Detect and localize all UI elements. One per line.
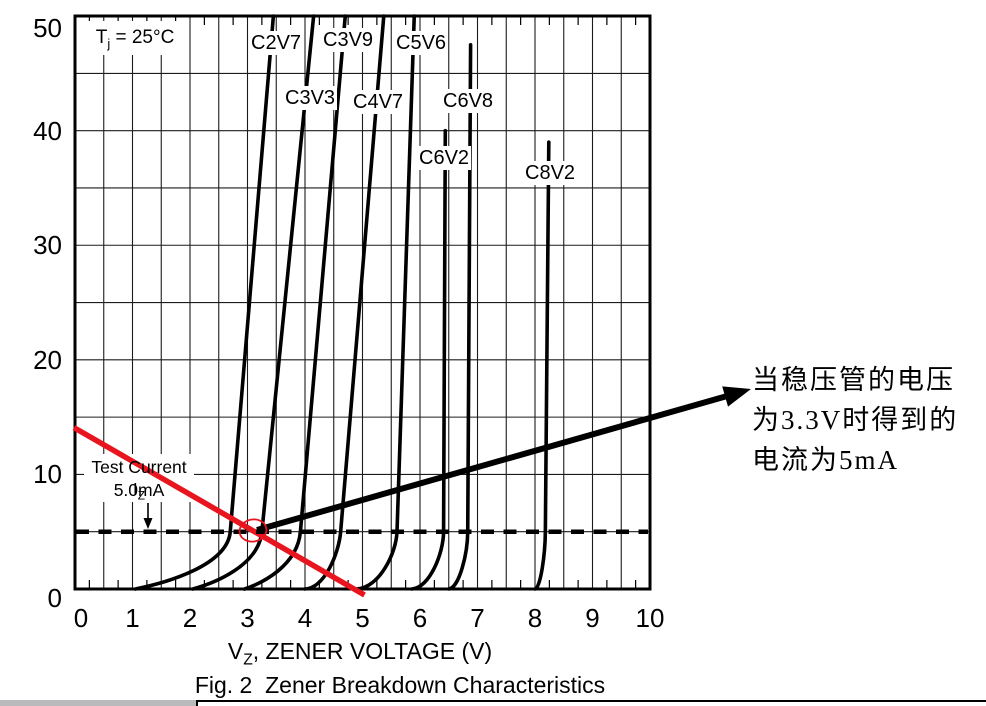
- figure-caption: Fig. 2 Zener Breakdown Characteristics: [194, 672, 606, 698]
- x-tick-2: 2: [182, 603, 198, 633]
- curve-label-c5v6: C5V6: [394, 31, 449, 55]
- chinese-annotation: 当稳压管的电压 为3.3V时得到的 电流为5mA: [752, 360, 984, 480]
- junction-temperature-label: Tj = 25°C: [82, 21, 188, 55]
- y-tick-20: 20: [33, 344, 62, 375]
- curve-c8v2: [533, 140, 551, 591]
- y-tick-40: 40: [33, 115, 62, 146]
- curve-label-c6v2: C6V2: [417, 146, 472, 170]
- annotation-line-1: 当稳压管的电压: [752, 365, 955, 395]
- curve-c3v3: [191, 14, 316, 591]
- x-tick-6: 6: [412, 603, 428, 633]
- test-current-label: Test Current IZ: [91, 457, 187, 503]
- x-tick-3: 3: [240, 603, 255, 633]
- curve-label-c4v7: C4V7: [351, 90, 406, 114]
- curve-label-c8v2: C8V2: [523, 161, 578, 185]
- test-current-value: 5.0mA: [113, 480, 165, 500]
- x-tick-5: 5: [355, 603, 370, 633]
- curve-c4v7: [303, 14, 386, 591]
- curve-c6v2: [410, 128, 448, 591]
- x-tick-4: 4: [297, 603, 313, 633]
- x-axis-title: VZ, ZENER VOLTAGE (V): [227, 638, 493, 669]
- curve-label-c3v9: C3V9: [321, 28, 376, 52]
- x-tick-10: 10: [635, 603, 665, 633]
- y-tick-0: 0: [47, 583, 62, 613]
- annotation-line-3: 电流为5mA: [752, 445, 899, 475]
- y-tick-30: 30: [33, 230, 62, 261]
- bottom-gray-strip: [0, 700, 196, 706]
- annotation-line-2: 为3.3V时得到的: [752, 405, 959, 435]
- curve-label-c2v7: C2V7: [249, 31, 304, 55]
- curve-c5v6: [354, 14, 417, 591]
- curve-c2v7: [133, 14, 276, 591]
- curve-label-c3v3: C3V3: [283, 86, 338, 110]
- y-tick-50: 50: [33, 13, 62, 44]
- x-tick-8: 8: [527, 603, 543, 633]
- x-tick-1: 1: [125, 603, 140, 633]
- x-tick-9: 9: [585, 603, 600, 633]
- x-tick-7: 7: [470, 603, 485, 633]
- underlying-window-edge: [196, 700, 986, 706]
- y-tick-10: 10: [33, 459, 62, 490]
- curve-label-c6v8: C6V8: [441, 89, 496, 113]
- x-tick-0: 0: [73, 603, 89, 633]
- curve-c3v9: [242, 14, 348, 591]
- curve-c6v8: [446, 42, 473, 591]
